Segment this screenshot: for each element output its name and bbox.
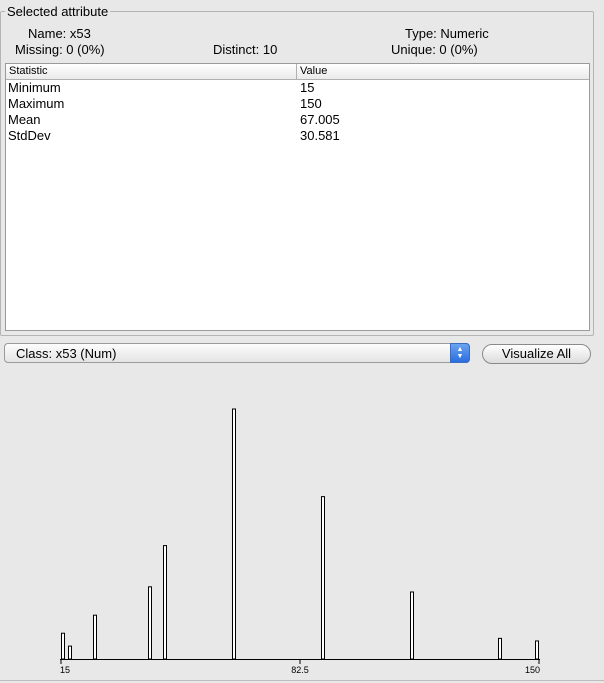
table-row[interactable]: StdDev 30.581 (6, 128, 589, 144)
histogram-bar-10 (535, 640, 539, 660)
statistic-cell: StdDev (8, 128, 51, 143)
histogram-bar-6 (232, 408, 236, 660)
table-row[interactable]: Minimum 15 (6, 80, 589, 96)
histogram-bar-9 (498, 637, 502, 660)
value-cell: 30.581 (300, 128, 340, 143)
value-cell: 67.005 (300, 112, 340, 127)
class-select[interactable]: Class: x53 (Num) ▲ ▼ (4, 343, 470, 363)
statistic-cell: Mean (8, 112, 41, 127)
bottom-divider (0, 680, 604, 681)
attribute-type: Type: Numeric (405, 26, 489, 41)
selected-attribute-panel: Selected attribute (0, 5, 594, 336)
statistics-table[interactable]: Statistic Value Minimum 15 Maximum 150 M… (5, 63, 590, 331)
histogram-bar-4 (148, 586, 152, 660)
table-header: Statistic Value (6, 64, 589, 80)
tick-label-min: 15 (60, 665, 70, 675)
selected-attribute-title: Selected attribute (5, 4, 111, 19)
column-header-statistic[interactable]: Statistic (6, 64, 297, 79)
class-select-value: Class: x53 (Num) (16, 346, 117, 361)
statistic-cell: Minimum (8, 80, 61, 95)
tick-label-max: 150 (525, 665, 540, 675)
column-header-value[interactable]: Value (300, 65, 328, 77)
histogram-bar-5 (163, 545, 167, 660)
tick-label-mid: 82.5 (291, 665, 309, 675)
table-row[interactable]: Mean 67.005 (6, 112, 589, 128)
table-row[interactable]: Maximum 150 (6, 96, 589, 112)
histogram-bar-1 (61, 632, 65, 660)
attribute-missing: Missing: 0 (0%) (15, 42, 105, 57)
statistic-cell: Maximum (8, 96, 65, 111)
histogram-bar-8 (410, 591, 414, 660)
updown-arrows-icon[interactable]: ▲ ▼ (450, 343, 470, 363)
value-cell: 150 (300, 96, 322, 111)
attribute-unique: Unique: 0 (0%) (391, 42, 478, 57)
histogram-bar-7 (321, 496, 325, 660)
visualize-all-button[interactable]: Visualize All (482, 344, 591, 364)
histogram-bar-3 (93, 614, 97, 660)
value-cell: 15 (300, 80, 315, 95)
attribute-distinct: Distinct: 10 (213, 42, 278, 57)
histogram-bar-2 (68, 645, 72, 660)
attribute-name: Name: x53 (28, 26, 91, 41)
histogram-chart: 15 82.5 150 (60, 408, 540, 675)
